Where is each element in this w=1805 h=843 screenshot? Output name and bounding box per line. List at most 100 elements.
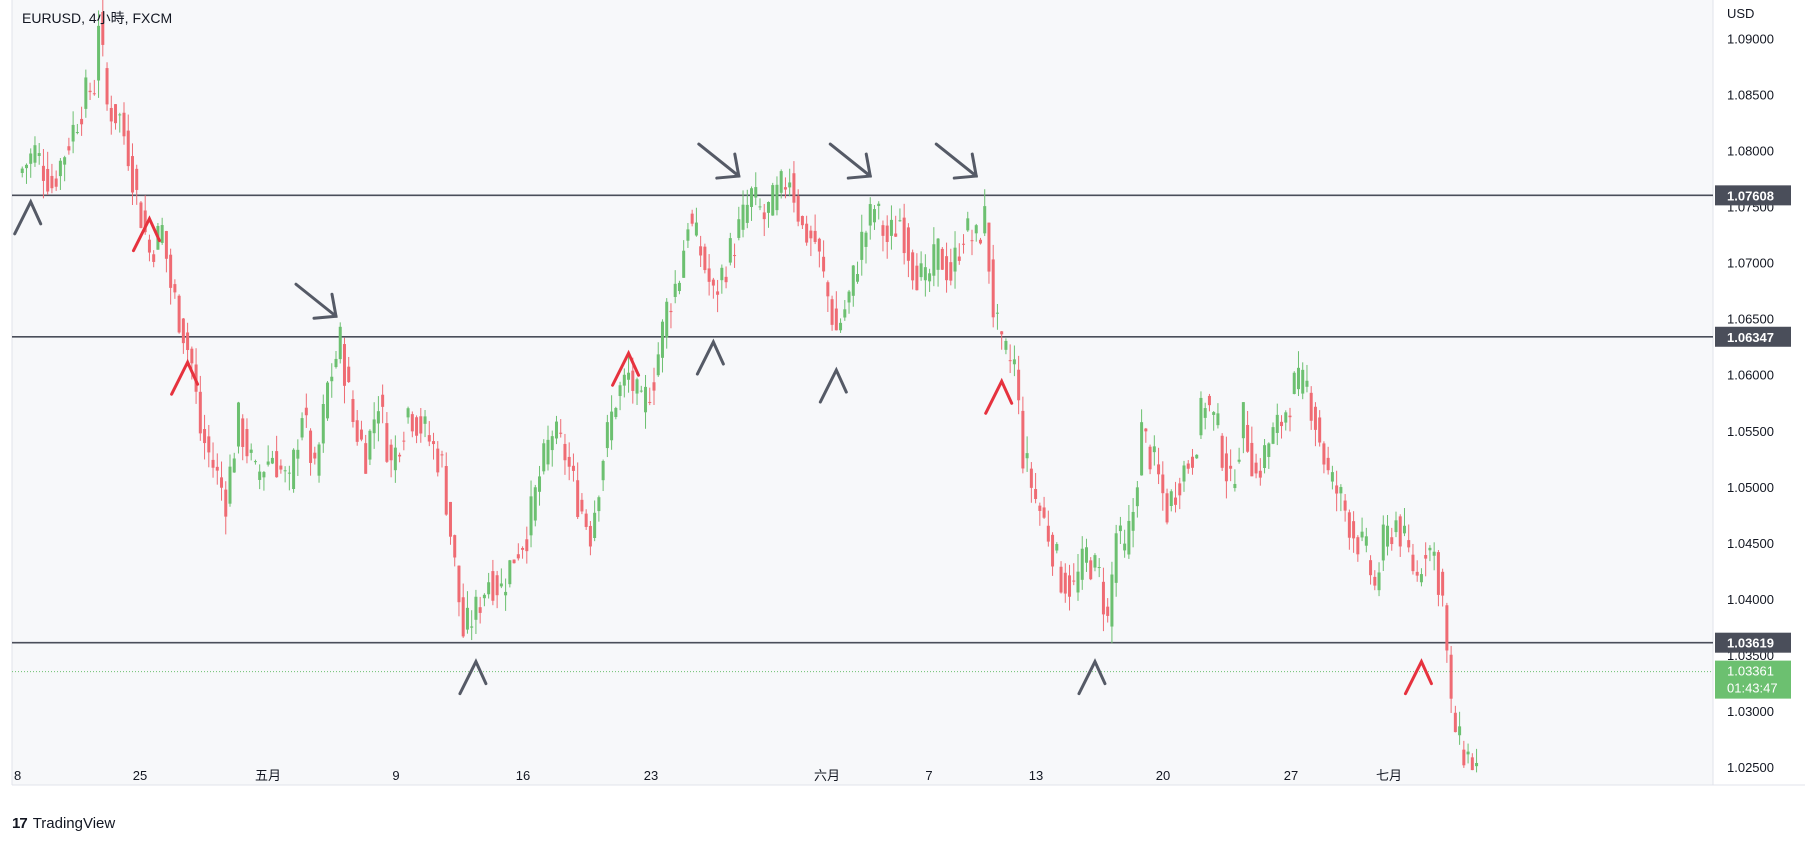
candle	[1305, 364, 1309, 393]
level-price-labels: 1.07608 1.06347 1.03619	[1715, 185, 1791, 653]
candle	[1004, 338, 1008, 355]
candle	[1084, 538, 1088, 572]
candle	[542, 439, 546, 475]
candle	[716, 279, 720, 313]
candle	[911, 249, 915, 290]
candle	[1186, 460, 1190, 474]
brand-name: TradingView	[32, 815, 116, 832]
candle	[279, 459, 283, 474]
y-tick-label: 1.05000	[1727, 480, 1774, 495]
candle	[309, 428, 313, 476]
candle	[402, 431, 406, 451]
candle	[856, 261, 860, 284]
candle	[1343, 494, 1347, 522]
candle	[974, 223, 978, 242]
candle	[601, 459, 605, 492]
candle	[1475, 748, 1479, 773]
x-axis[interactable]: 8 25 五月 9 16 23 六月 7 13 20 27 七月	[14, 768, 1402, 783]
candle	[224, 481, 228, 535]
candle	[660, 319, 664, 373]
y-tick-label: 1.06000	[1727, 368, 1774, 383]
candle	[398, 452, 402, 463]
candle	[198, 375, 202, 441]
candle	[46, 151, 50, 195]
candle	[54, 170, 58, 191]
candle	[1288, 407, 1292, 432]
candle	[1386, 515, 1390, 556]
candle	[995, 303, 999, 330]
candle	[847, 289, 851, 314]
candle	[1419, 568, 1423, 587]
candle	[75, 123, 79, 135]
candle	[1436, 549, 1440, 607]
candle	[97, 10, 101, 98]
candle	[41, 149, 45, 199]
candle	[283, 466, 287, 483]
candle	[669, 303, 673, 329]
candle	[1377, 562, 1381, 597]
x-tick-label: 六月	[814, 768, 840, 783]
candle	[1199, 391, 1203, 440]
candle	[1466, 743, 1470, 764]
candle	[215, 453, 219, 485]
candle	[292, 448, 296, 493]
candle	[1424, 542, 1428, 577]
candle	[1110, 561, 1114, 644]
candle	[894, 215, 898, 237]
candle	[1462, 740, 1466, 768]
candle	[1301, 362, 1305, 400]
candle	[1364, 527, 1368, 553]
candle	[465, 591, 469, 634]
candle	[228, 454, 232, 507]
candle	[24, 163, 28, 184]
candle	[1398, 514, 1402, 557]
candle	[372, 402, 376, 449]
candle	[622, 368, 626, 398]
candle	[1352, 511, 1356, 553]
candle	[453, 534, 457, 567]
candle	[1068, 564, 1072, 611]
candle	[444, 452, 448, 516]
candle	[351, 390, 355, 428]
candle	[966, 211, 970, 232]
y-tick-label: 1.02500	[1727, 760, 1774, 775]
candle	[393, 435, 397, 483]
candle	[368, 429, 372, 466]
candle	[1411, 543, 1415, 575]
candle	[538, 465, 542, 506]
candle	[1101, 567, 1105, 632]
candle	[881, 220, 885, 252]
candle	[567, 442, 571, 481]
candle	[385, 412, 389, 463]
candle	[499, 568, 503, 589]
currency-label: USD	[1727, 6, 1754, 21]
symbol-title[interactable]: EURUSD, 4小時, FXCM	[22, 10, 173, 26]
footer-brand[interactable]: 17 TradingView	[12, 815, 115, 832]
candle	[262, 470, 266, 491]
candle	[487, 572, 491, 599]
candle	[1250, 426, 1254, 477]
dark-arrow-icon	[13, 198, 43, 236]
candle	[733, 243, 737, 268]
candle	[1415, 560, 1419, 582]
dark-arrow-icon	[934, 142, 979, 180]
y-axis[interactable]: 1.090001.085001.080001.075001.070001.065…	[1727, 31, 1774, 775]
plot-area[interactable]	[12, 0, 1713, 785]
candle	[1241, 402, 1245, 454]
candle	[1144, 427, 1148, 443]
candle	[1097, 558, 1101, 578]
candle	[546, 425, 550, 471]
candle	[220, 461, 224, 501]
candle	[889, 205, 893, 250]
y-tick-label: 1.04500	[1727, 536, 1774, 551]
candle	[652, 367, 656, 406]
candle	[1157, 447, 1161, 485]
current-price-value: 1.03361	[1727, 664, 1774, 679]
candle	[554, 415, 558, 445]
candle	[741, 190, 745, 238]
candle	[1263, 439, 1267, 474]
candle	[656, 342, 660, 377]
candle	[84, 69, 88, 118]
